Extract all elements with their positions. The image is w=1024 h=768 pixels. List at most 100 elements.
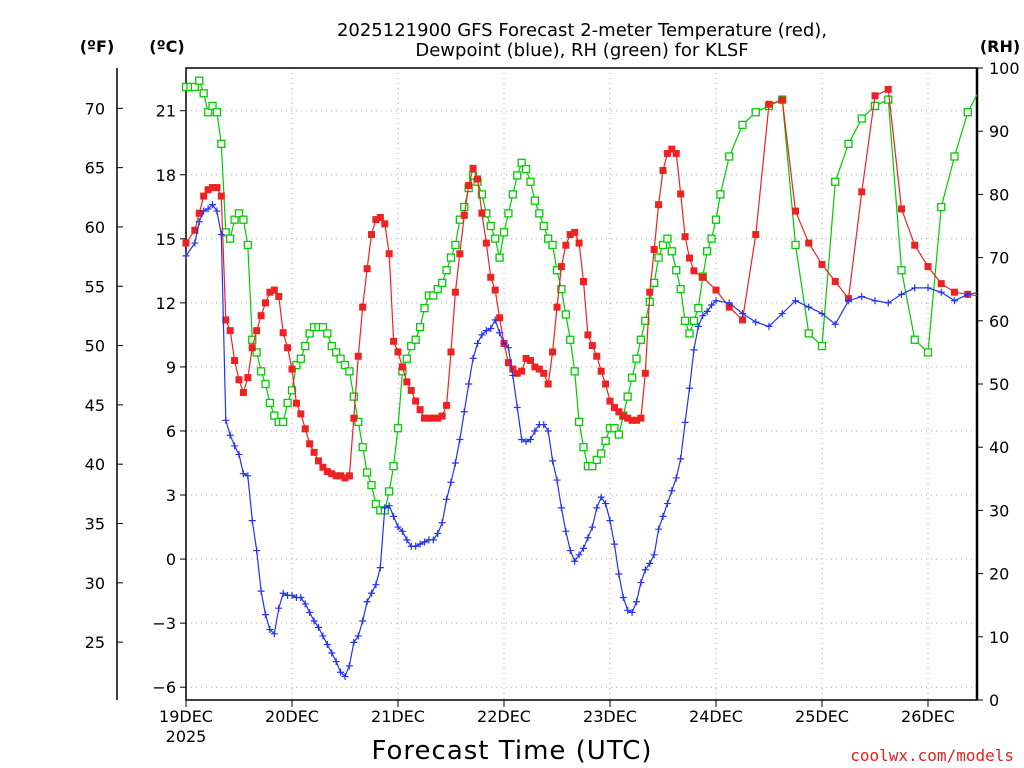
dewpoint-point <box>566 547 574 555</box>
dewpoint-point <box>191 239 199 247</box>
dewpoint-point <box>434 529 442 537</box>
dewpoint-point <box>266 626 274 634</box>
rh-tick-label: 10 <box>989 628 1009 647</box>
dewpoint-point <box>438 519 446 527</box>
temperature-point <box>778 96 786 104</box>
dewpoint-point <box>858 292 866 300</box>
rh-point <box>703 247 712 256</box>
temperature-point <box>633 416 640 424</box>
rh-point <box>897 266 906 275</box>
dewpoint-point <box>628 608 636 616</box>
dewpoint-point <box>549 457 557 465</box>
rh-point <box>385 487 394 496</box>
dewpoint-point <box>465 380 473 388</box>
dewpoint-point <box>421 538 428 546</box>
x-tick-label: 21DEC <box>371 707 425 726</box>
temperature-point <box>306 440 314 448</box>
rh-point <box>844 139 853 148</box>
dewpoint-point <box>663 500 671 508</box>
dewpoint-point <box>182 252 190 260</box>
temperature-point <box>191 226 199 234</box>
rh-point <box>340 360 350 370</box>
temperature-point <box>412 397 420 405</box>
temperature-point <box>301 425 309 433</box>
rh-tick-label: 30 <box>989 501 1009 520</box>
dewpoint-point <box>279 589 287 597</box>
rh-point <box>446 253 456 262</box>
dewpoint-point <box>504 344 512 352</box>
rh-point <box>323 329 332 338</box>
temperature-point <box>200 192 208 200</box>
dewpoint-point <box>447 478 455 486</box>
rh-point <box>566 335 575 344</box>
dewpoint-point <box>319 632 327 640</box>
rh-point <box>349 392 358 401</box>
rh-point <box>513 171 522 180</box>
dewpoint-point <box>239 470 247 478</box>
dewpoint-point <box>376 564 384 572</box>
rh-point <box>199 89 208 98</box>
dewpoint-point <box>323 640 331 648</box>
temperature-point <box>447 348 455 356</box>
rh-tick-label: 40 <box>989 438 1009 457</box>
credit-link[interactable]: coolwx.com/models <box>850 746 1014 765</box>
rh-series <box>181 76 978 515</box>
temperature-point <box>429 414 437 422</box>
temperature-point <box>266 288 274 296</box>
dewpoint-point <box>390 512 398 520</box>
rh-tick-label: 100 <box>989 59 1020 78</box>
rh-point <box>243 240 252 250</box>
rh-point <box>332 348 341 357</box>
dewpoint-point <box>222 416 230 424</box>
temperature-point <box>451 288 459 296</box>
temperature-point <box>390 337 398 345</box>
temperature-point <box>398 363 406 371</box>
rh-point <box>208 101 217 111</box>
dewpoint-point <box>429 536 437 544</box>
temperature-point <box>257 312 265 320</box>
rh-line <box>186 79 978 511</box>
fahrenheit-tick-label: 55 <box>85 277 105 296</box>
temperature-point <box>368 231 375 239</box>
rh-point <box>910 335 919 344</box>
rh-point <box>663 234 672 243</box>
temperature-point <box>195 209 203 217</box>
rh-tick-label: 70 <box>989 249 1009 268</box>
temperature-point <box>672 149 680 157</box>
temperature-point <box>580 278 587 286</box>
temperature-point <box>663 149 671 157</box>
x-tick-label: 20DEC <box>265 707 319 726</box>
rh-point <box>301 341 310 351</box>
dewpoint-point <box>703 307 711 315</box>
dewpoint-point <box>646 559 654 567</box>
rh-point <box>738 120 747 130</box>
rh-unit-label: (RH) <box>980 37 1020 56</box>
rh-point <box>477 190 487 199</box>
dewpoint-point <box>571 557 579 565</box>
dewpoint-point <box>580 544 587 552</box>
dewpoint-point <box>677 455 685 463</box>
dewpoint-point <box>686 384 693 392</box>
dewpoint-point <box>204 205 212 213</box>
temperature-point <box>248 344 256 352</box>
rh-point <box>256 367 266 376</box>
dewpoint-point <box>964 290 972 298</box>
dewpoint-point <box>500 339 508 347</box>
temperature-point <box>345 472 353 480</box>
temperature-point <box>381 220 389 228</box>
rh-tick-label: 0 <box>989 691 999 710</box>
x-tick-label: 19DEC <box>159 707 213 726</box>
dewpoint-point <box>398 527 406 535</box>
dewpoint-point <box>633 598 640 606</box>
dewpoint-point <box>681 418 689 426</box>
temperature-point <box>182 239 190 247</box>
rh-point <box>658 240 668 250</box>
rh-point <box>592 455 601 464</box>
dewpoint-point <box>262 611 269 619</box>
dewpoint-point <box>575 551 583 559</box>
temperature-point <box>646 288 654 296</box>
rh-point <box>499 228 509 237</box>
temperature-point <box>478 209 486 217</box>
temperature-point <box>655 201 663 209</box>
